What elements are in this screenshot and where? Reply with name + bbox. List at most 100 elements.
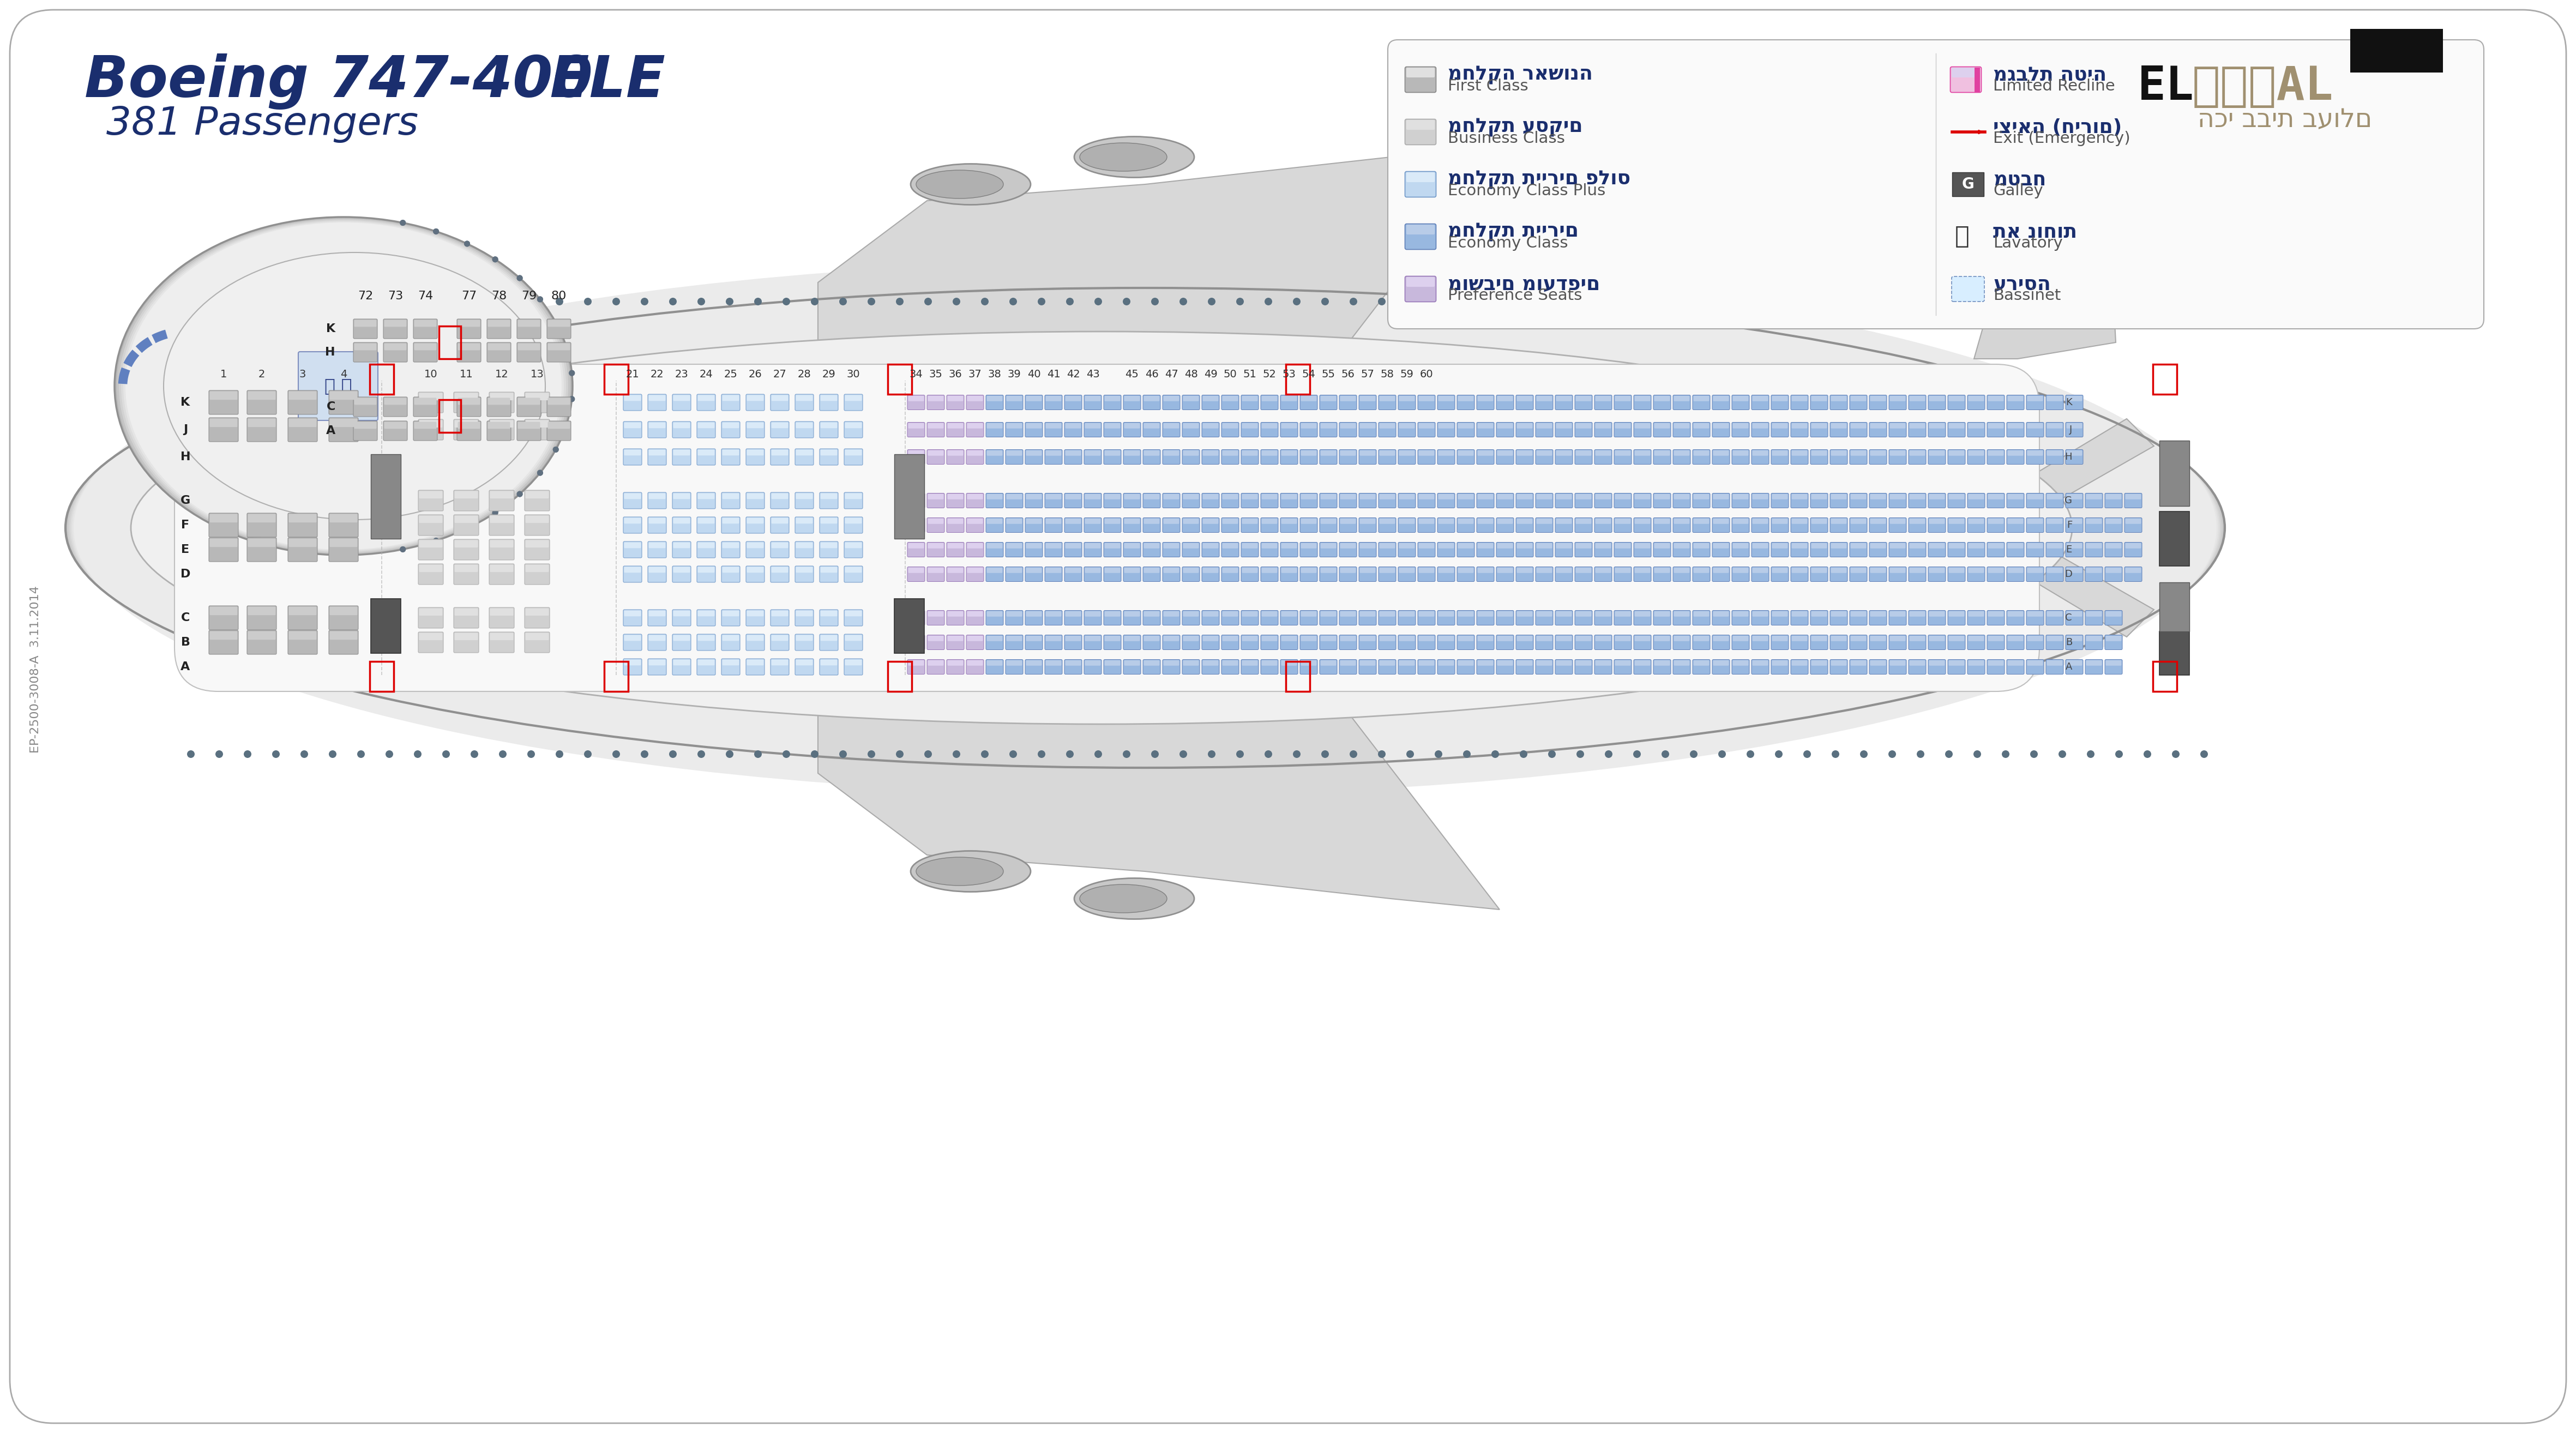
FancyBboxPatch shape (1947, 542, 1965, 557)
FancyBboxPatch shape (1280, 567, 1298, 582)
FancyBboxPatch shape (1850, 396, 1865, 401)
FancyBboxPatch shape (1947, 450, 1965, 456)
FancyBboxPatch shape (2007, 612, 2022, 616)
FancyBboxPatch shape (247, 390, 276, 414)
FancyBboxPatch shape (623, 396, 641, 401)
FancyBboxPatch shape (1772, 517, 1788, 533)
FancyBboxPatch shape (1850, 493, 1868, 507)
FancyBboxPatch shape (1947, 517, 1965, 533)
FancyBboxPatch shape (1811, 519, 1826, 524)
FancyBboxPatch shape (672, 449, 690, 466)
FancyBboxPatch shape (1221, 494, 1239, 499)
FancyBboxPatch shape (1105, 519, 1121, 524)
FancyBboxPatch shape (1517, 519, 1533, 524)
FancyBboxPatch shape (1025, 494, 1041, 499)
FancyBboxPatch shape (1772, 423, 1788, 428)
FancyBboxPatch shape (2066, 636, 2081, 641)
FancyBboxPatch shape (1734, 450, 1749, 456)
FancyBboxPatch shape (1752, 450, 1767, 456)
FancyBboxPatch shape (1497, 423, 1512, 428)
FancyBboxPatch shape (1692, 635, 1710, 649)
FancyBboxPatch shape (1340, 567, 1355, 573)
FancyBboxPatch shape (698, 493, 716, 509)
FancyBboxPatch shape (1497, 423, 1515, 437)
FancyBboxPatch shape (1182, 635, 1200, 649)
FancyBboxPatch shape (1654, 635, 1672, 649)
Bar (2154, 662, 2177, 691)
Text: EP-2500-3008-A  3.11.2014: EP-2500-3008-A 3.11.2014 (31, 586, 41, 754)
FancyBboxPatch shape (1535, 542, 1553, 557)
Bar (2159, 440, 2190, 506)
FancyBboxPatch shape (1692, 610, 1710, 625)
Circle shape (1832, 298, 1839, 305)
FancyBboxPatch shape (1850, 517, 1868, 533)
FancyBboxPatch shape (420, 492, 443, 499)
Circle shape (1775, 751, 1783, 758)
Text: 36: 36 (948, 370, 961, 380)
FancyBboxPatch shape (647, 635, 667, 651)
FancyBboxPatch shape (1046, 423, 1061, 437)
FancyBboxPatch shape (1515, 542, 1533, 557)
FancyBboxPatch shape (1615, 493, 1631, 507)
FancyBboxPatch shape (1105, 661, 1121, 666)
FancyBboxPatch shape (1280, 517, 1298, 533)
FancyBboxPatch shape (819, 567, 837, 573)
FancyBboxPatch shape (1458, 517, 1473, 533)
FancyBboxPatch shape (2027, 450, 2043, 456)
Circle shape (569, 370, 574, 375)
FancyBboxPatch shape (1595, 636, 1610, 641)
FancyBboxPatch shape (819, 566, 837, 582)
Text: H: H (180, 451, 191, 463)
FancyBboxPatch shape (1497, 396, 1512, 401)
FancyBboxPatch shape (1164, 543, 1180, 549)
FancyBboxPatch shape (1870, 396, 1886, 401)
FancyBboxPatch shape (1437, 610, 1455, 625)
FancyBboxPatch shape (420, 516, 443, 523)
FancyBboxPatch shape (698, 609, 716, 626)
FancyBboxPatch shape (1674, 543, 1690, 549)
FancyBboxPatch shape (672, 610, 690, 616)
FancyBboxPatch shape (1242, 635, 1260, 649)
FancyBboxPatch shape (1870, 493, 1886, 507)
Circle shape (2143, 751, 2151, 758)
FancyBboxPatch shape (1615, 659, 1631, 675)
FancyBboxPatch shape (1340, 423, 1358, 437)
FancyBboxPatch shape (1986, 396, 2004, 410)
FancyBboxPatch shape (948, 450, 963, 456)
FancyBboxPatch shape (1242, 494, 1257, 499)
FancyBboxPatch shape (1968, 517, 1986, 533)
FancyBboxPatch shape (1046, 519, 1061, 524)
FancyBboxPatch shape (647, 493, 667, 509)
FancyBboxPatch shape (1221, 396, 1239, 401)
Circle shape (492, 257, 497, 262)
FancyBboxPatch shape (1025, 519, 1041, 524)
Circle shape (536, 297, 544, 302)
FancyBboxPatch shape (299, 351, 379, 420)
FancyBboxPatch shape (909, 612, 925, 616)
Circle shape (1265, 298, 1273, 305)
FancyBboxPatch shape (1734, 519, 1749, 524)
FancyBboxPatch shape (1360, 612, 1376, 616)
FancyBboxPatch shape (487, 320, 510, 338)
FancyBboxPatch shape (1790, 635, 1808, 649)
FancyBboxPatch shape (1497, 450, 1515, 464)
FancyBboxPatch shape (1419, 450, 1435, 456)
FancyBboxPatch shape (1340, 396, 1358, 410)
FancyBboxPatch shape (721, 423, 739, 428)
Circle shape (2200, 751, 2208, 758)
FancyBboxPatch shape (649, 567, 665, 573)
FancyBboxPatch shape (1301, 423, 1316, 437)
FancyBboxPatch shape (987, 543, 1002, 549)
Ellipse shape (165, 252, 546, 520)
FancyBboxPatch shape (1103, 659, 1121, 675)
FancyBboxPatch shape (1007, 396, 1023, 401)
FancyBboxPatch shape (2027, 567, 2043, 573)
FancyBboxPatch shape (209, 513, 240, 537)
FancyBboxPatch shape (1752, 519, 1767, 524)
FancyBboxPatch shape (1811, 612, 1826, 616)
FancyBboxPatch shape (1811, 423, 1829, 437)
FancyBboxPatch shape (1084, 543, 1100, 549)
Circle shape (528, 751, 536, 758)
Circle shape (433, 228, 438, 235)
Circle shape (1463, 298, 1471, 305)
